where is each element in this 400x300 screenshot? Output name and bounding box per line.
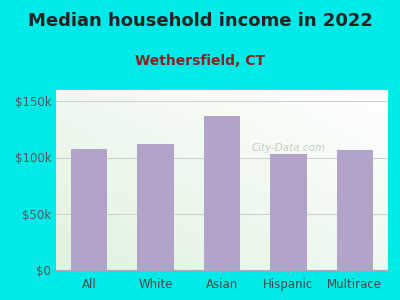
Bar [270,154,307,270]
Bar [137,144,174,270]
Text: Wethersfield, CT: Wethersfield, CT [135,54,265,68]
Bar [71,148,108,270]
Text: City-Data.com: City-Data.com [251,142,326,153]
Bar [336,150,373,270]
Bar [204,116,240,270]
Text: Median household income in 2022: Median household income in 2022 [28,12,372,30]
